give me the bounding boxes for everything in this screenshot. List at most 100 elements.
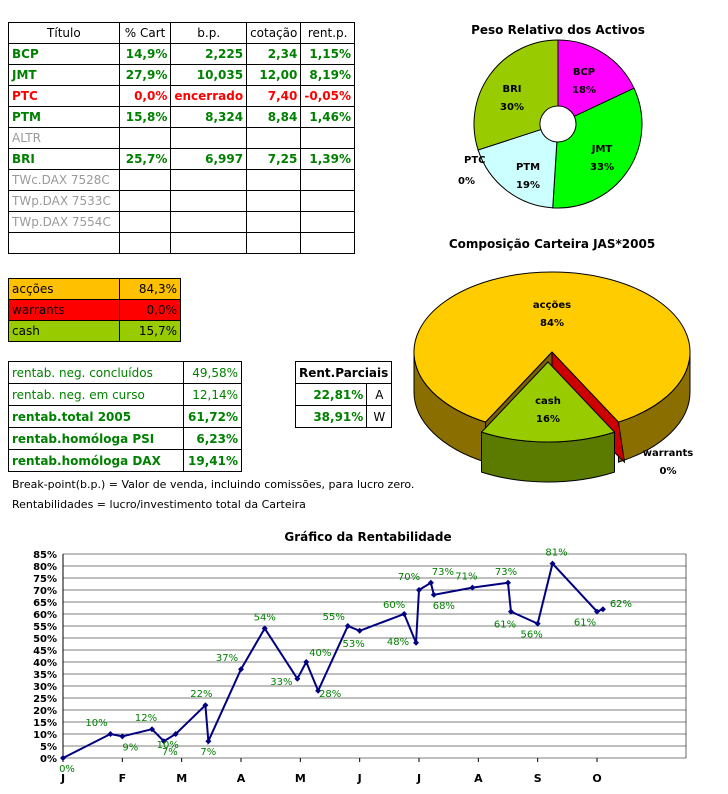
allocation-row: acções 84,3% — [8, 278, 181, 300]
pie1-slice-jmt — [552, 87, 643, 209]
x-tick-label: F — [119, 772, 127, 785]
data-label: 60% — [383, 600, 405, 611]
portfolio-cell-titulo: PTM — [8, 106, 120, 128]
portfolio-row: TWp.DAX 7554C — [8, 211, 355, 233]
rentabilidade-row: rentab. neg. em curso 12,14% — [8, 383, 242, 406]
data-label: 7% — [200, 747, 216, 758]
rent-parciais-header: Rent.Parciais — [294, 361, 393, 384]
y-tick-label: 5% — [40, 742, 57, 753]
data-point — [261, 625, 268, 632]
rentabilidade-label: rentab.total 2005 — [8, 405, 184, 428]
data-label: 22% — [190, 689, 212, 700]
data-point — [549, 560, 556, 567]
x-tick-label: S — [534, 772, 542, 785]
data-point — [599, 606, 606, 613]
portfolio-cell-cot — [246, 232, 302, 254]
rentabilidade-row: rentab. neg. concluídos 49,58% — [8, 361, 242, 384]
x-tick-label: M — [176, 772, 187, 785]
data-point — [202, 702, 209, 709]
data-point — [205, 738, 212, 745]
col-header-rent: rent.p. — [300, 22, 355, 44]
rentabilidade-value: 61,72% — [183, 405, 242, 428]
rent-parciais-table: Rent.Parciais 22,81% A 38,91% W — [294, 361, 393, 428]
pie2-value-acoes: 84% — [540, 318, 564, 329]
data-label: 33% — [270, 677, 292, 688]
rentabilidade-row: rentab.homóloga DAX 19,41% — [8, 449, 242, 472]
y-tick-label: 25% — [33, 694, 57, 705]
pie1-value-bcp: 18% — [572, 85, 596, 96]
portfolio-cell-bp: encerrado — [170, 85, 248, 107]
portfolio-cell-titulo: PTC — [8, 85, 120, 107]
y-tick-label: 10% — [33, 730, 57, 741]
data-point — [507, 608, 514, 615]
portfolio-row: ALTR — [8, 127, 355, 149]
rentabilidades-note: Rentabilidades = lucro/investimento tota… — [12, 498, 306, 511]
y-tick-label: 45% — [33, 646, 57, 657]
data-label: 68% — [433, 601, 455, 612]
data-point — [238, 666, 244, 673]
data-label: 7% — [162, 747, 178, 758]
y-tick-label: 75% — [33, 574, 57, 585]
pie2-value-cash: 16% — [536, 414, 560, 425]
rentabilidade-label: rentab.homóloga PSI — [8, 427, 184, 450]
rentabilidade-label: rentab. neg. concluídos — [8, 361, 184, 384]
portfolio-cell-rent: -0,05% — [300, 85, 355, 107]
portfolio-row — [8, 232, 355, 254]
data-point — [303, 659, 310, 665]
y-tick-label: 80% — [33, 562, 57, 573]
pie1-label-ptc: PTC — [464, 155, 486, 166]
line-chart: 0%5%10%15%20%25%30%35%40%45%50%55%60%65%… — [33, 548, 687, 785]
data-label: 61% — [494, 620, 516, 631]
x-tick-label: A — [474, 772, 483, 785]
pie1-value-ptm: 19% — [516, 180, 540, 191]
y-tick-label: 15% — [33, 718, 57, 729]
series-line — [62, 561, 604, 759]
y-tick-label: 20% — [33, 706, 57, 717]
data-label: 48% — [387, 637, 409, 648]
data-label: 81% — [545, 548, 567, 559]
allocation-row: warrants 0,0% — [8, 299, 181, 321]
line-chart-title: Gráfico da Rentabilidade — [284, 530, 451, 544]
pie1-slice-bri — [473, 39, 559, 151]
data-label: 61% — [574, 618, 596, 629]
rentabilidade-label: rentab.homóloga DAX — [8, 449, 184, 472]
allocation-table: acções 84,3% warrants 0,0% cash 15,7% — [8, 278, 181, 342]
pie1-slice-bcp — [557, 39, 635, 118]
portfolio-cell-titulo: TWc.DAX 7528C — [8, 169, 120, 191]
data-label: 71% — [455, 572, 477, 583]
y-tick-label: 40% — [33, 658, 57, 669]
rentabilidade-value: 6,23% — [183, 427, 242, 450]
data-point — [427, 579, 434, 586]
rent-parciais-code: W — [366, 405, 393, 428]
y-tick-label: 30% — [33, 682, 57, 693]
pie2-label-acoes: acções — [533, 300, 571, 311]
pie1-value-ptc: 0% — [458, 176, 475, 187]
data-point — [469, 584, 476, 591]
allocation-value: 0,0% — [119, 299, 181, 321]
data-point — [107, 731, 114, 737]
rentabilidade-value: 19,41% — [183, 449, 242, 472]
portfolio-row: JMT 27,9% 10,035 12,00 8,19% — [8, 64, 355, 86]
rentabilidade-label: rentab. neg. em curso — [8, 383, 184, 406]
y-tick-label: 65% — [33, 598, 57, 609]
portfolio-cell-rent: 1,15% — [300, 43, 355, 65]
portfolio-row: PTM 15,8% 8,324 8,84 1,46% — [8, 106, 355, 128]
portfolio-cell-titulo: BRI — [8, 148, 120, 170]
data-label: 56% — [521, 630, 543, 641]
rent-parciais-header-row: Rent.Parciais — [294, 361, 393, 384]
data-label: 55% — [323, 612, 345, 623]
rentabilidade-row: rentab.homóloga PSI 6,23% — [8, 427, 242, 450]
data-label: 28% — [319, 689, 341, 700]
portfolio-cell-rent: 1,46% — [300, 106, 355, 128]
data-label: 73% — [432, 567, 454, 578]
y-tick-label: 35% — [33, 670, 57, 681]
portfolio-cell-rent — [300, 232, 355, 254]
portfolio-table: Título % Cart b.p. cotação rent.p. BCP 14… — [8, 22, 355, 254]
data-point — [505, 579, 511, 586]
data-point — [294, 675, 301, 682]
portfolio-cell-cot: 7,25 — [246, 148, 302, 170]
data-label: 53% — [343, 639, 365, 650]
pie2-slice-cash — [480, 361, 616, 443]
x-tick-label: J — [60, 772, 65, 785]
data-point — [413, 639, 420, 646]
